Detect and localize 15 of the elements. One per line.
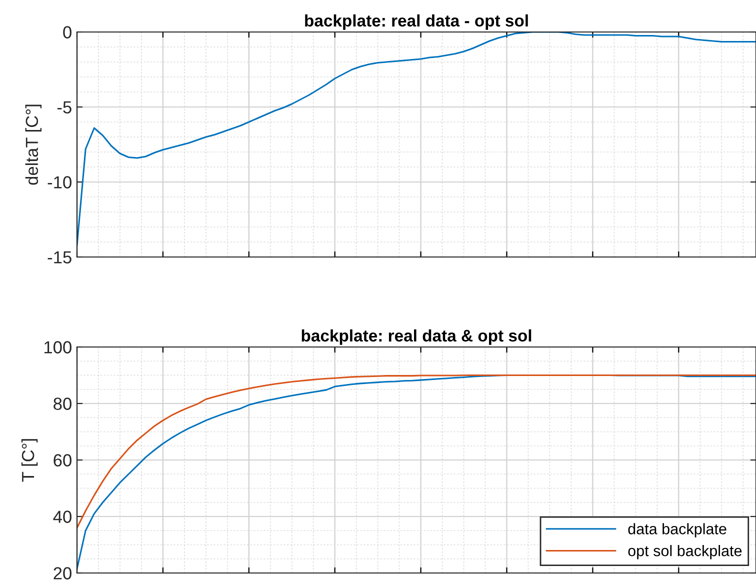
- y-tick-label: 60: [54, 454, 72, 466]
- legend-label: opt sol backplate: [628, 545, 742, 560]
- y-tick-label: -10: [48, 176, 72, 188]
- y-axis-title: deltaT [C°]: [25, 104, 42, 185]
- chart-title: backplate: real data & opt sol: [302, 329, 532, 345]
- y-tick-label: -15: [48, 251, 72, 264]
- y-tick-label: -5: [57, 101, 72, 114]
- legend-label: data backplate: [628, 523, 726, 538]
- y-tick-label: 80: [54, 398, 72, 410]
- y-tick-label: 40: [53, 510, 72, 523]
- y-tick-label: 20: [54, 567, 72, 580]
- y-tick-label: 0: [63, 26, 72, 38]
- y-axis-title: T [C°]: [21, 439, 38, 482]
- chart-title: backplate: real data - opt sol: [305, 14, 528, 30]
- y-tick-label: 100: [44, 341, 72, 354]
